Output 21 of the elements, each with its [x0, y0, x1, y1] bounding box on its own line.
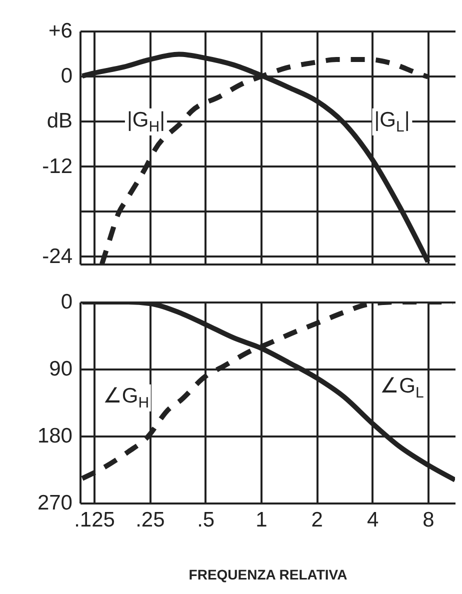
x-tick-label: 1 [256, 508, 268, 532]
y-tick-label: 270 [37, 492, 72, 514]
annotation: ∠G$_{L}$ [378, 374, 426, 402]
x-tick-label: 4 [366, 508, 379, 532]
x-tick-label: .25 [136, 508, 165, 532]
x-axis-title: FREQUENZA RELATIVA [188, 566, 348, 582]
y-tick-label: 0 [60, 64, 72, 88]
x-tick-label: 8 [422, 508, 434, 532]
x-tick-label: .5 [197, 508, 215, 532]
annotation: |G$_{L}$| [372, 108, 412, 136]
x-tick-label: 2 [311, 508, 323, 532]
y-tick-label: 90 [49, 358, 72, 380]
y-tick-label: dB [46, 110, 72, 133]
y-tick-label: -24 [42, 244, 73, 268]
x-tick-label: .125 [74, 508, 115, 532]
annotation: ∠G$_{H}$ [100, 384, 152, 412]
y-tick-label: +6 [48, 20, 72, 42]
y-tick-label: -12 [42, 154, 72, 178]
annotation: |G$_{H}$| [124, 108, 168, 136]
y-tick-label: 0 [60, 290, 72, 314]
y-tick-label: 180 [37, 424, 72, 448]
